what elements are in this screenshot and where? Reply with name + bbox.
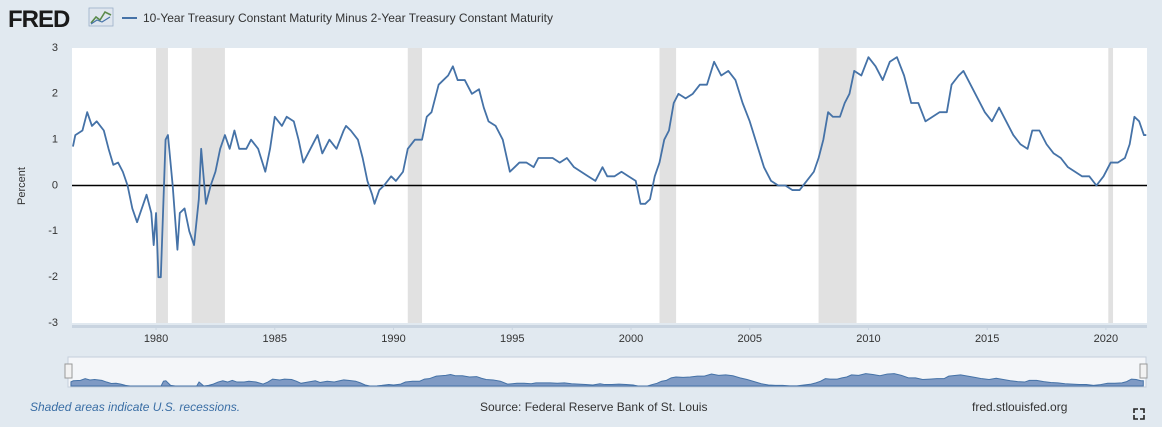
x-tick-label: 2020 [1094, 333, 1118, 345]
x-axis-bar [72, 325, 1147, 328]
x-tick-label: 2005 [737, 333, 761, 345]
logo: FRED [8, 6, 70, 33]
y-tick-label: -3 [48, 317, 58, 329]
y-tick-label: -2 [48, 271, 58, 283]
x-tick-label: 1980 [144, 333, 168, 345]
y-axis-label: Percent [16, 167, 28, 205]
y-tick-label: -1 [48, 225, 58, 237]
x-tick-label: 2000 [619, 333, 643, 345]
y-tick-label: 2 [52, 88, 58, 100]
series-line [72, 56, 1147, 279]
y-tick-label: 1 [52, 134, 58, 146]
navigator-area [70, 373, 1144, 387]
y-tick-label: 3 [52, 42, 58, 54]
site[interactable]: fred.stlouisfed.org [972, 400, 1067, 414]
x-tick-label: 2015 [975, 333, 999, 345]
source: Source: Federal Reserve Bank of St. Loui… [480, 400, 707, 414]
fullscreen-icon[interactable] [1133, 408, 1145, 420]
y-tick-label: 0 [52, 179, 58, 191]
x-tick-label: 1990 [381, 333, 405, 345]
recession-note: Shaded areas indicate U.S. recessions. [30, 400, 240, 414]
x-tick-label: 2010 [856, 333, 880, 345]
navigator-handle[interactable] [64, 363, 73, 379]
navigator-handle[interactable] [1139, 363, 1148, 379]
x-tick-label: 1985 [263, 333, 287, 345]
logo-icon [88, 7, 114, 27]
legend-label[interactable]: 10-Year Treasury Constant Maturity Minus… [143, 11, 553, 25]
x-tick-label: 1995 [500, 333, 524, 345]
